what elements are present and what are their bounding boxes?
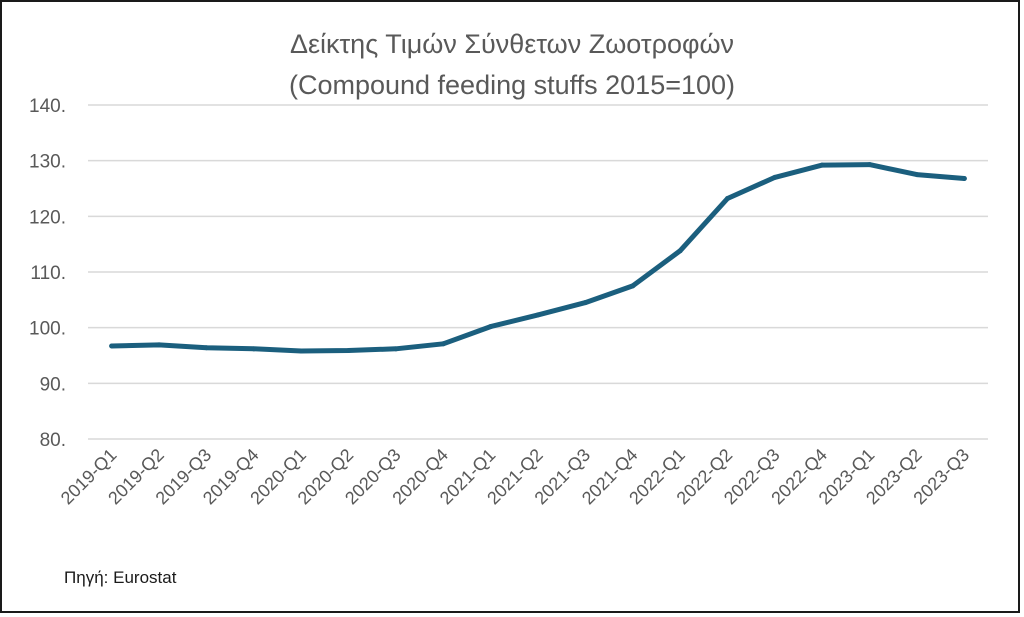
y-tick-label: 80.	[40, 430, 66, 451]
data-point	[961, 175, 967, 181]
y-tick-label: 110.	[30, 263, 66, 284]
y-tick-label: 140.	[29, 96, 66, 117]
y-tick-label: 90.	[40, 374, 66, 395]
data-point	[677, 248, 683, 254]
y-tick-label: 120.	[29, 207, 66, 228]
data-point	[630, 283, 636, 289]
data-point	[724, 196, 730, 202]
series-line	[109, 162, 967, 354]
chart-title: Δείκτης Τιμών Σύνθετων Ζωοτροφών	[289, 29, 735, 59]
y-tick-label: 100.	[29, 319, 66, 340]
data-point	[867, 162, 873, 168]
data-point	[488, 324, 494, 330]
y-tick-label: 130.	[29, 152, 66, 173]
data-point	[440, 341, 446, 347]
data-point	[346, 347, 352, 353]
data-point	[109, 343, 115, 349]
chart-subtitle: (Compound feeding stuffs 2015=100)	[288, 70, 736, 100]
gridlines	[88, 104, 988, 440]
data-point	[393, 346, 399, 352]
source-note: Πηγή: Eurostat	[64, 568, 177, 587]
data-point	[203, 345, 209, 351]
series-layer	[109, 162, 967, 354]
data-point	[298, 348, 304, 354]
x-axis-ticks: 2019-Q12019-Q22019-Q32019-Q42020-Q12020-…	[57, 445, 973, 509]
data-point	[251, 346, 257, 352]
data-point	[535, 312, 541, 318]
data-point	[914, 172, 920, 178]
data-point	[582, 300, 588, 306]
data-point	[819, 162, 825, 168]
data-point	[772, 174, 778, 180]
data-point	[156, 342, 162, 348]
y-axis-ticks: 80. 90. 100. 110. 120. 130. 140.	[29, 96, 66, 451]
